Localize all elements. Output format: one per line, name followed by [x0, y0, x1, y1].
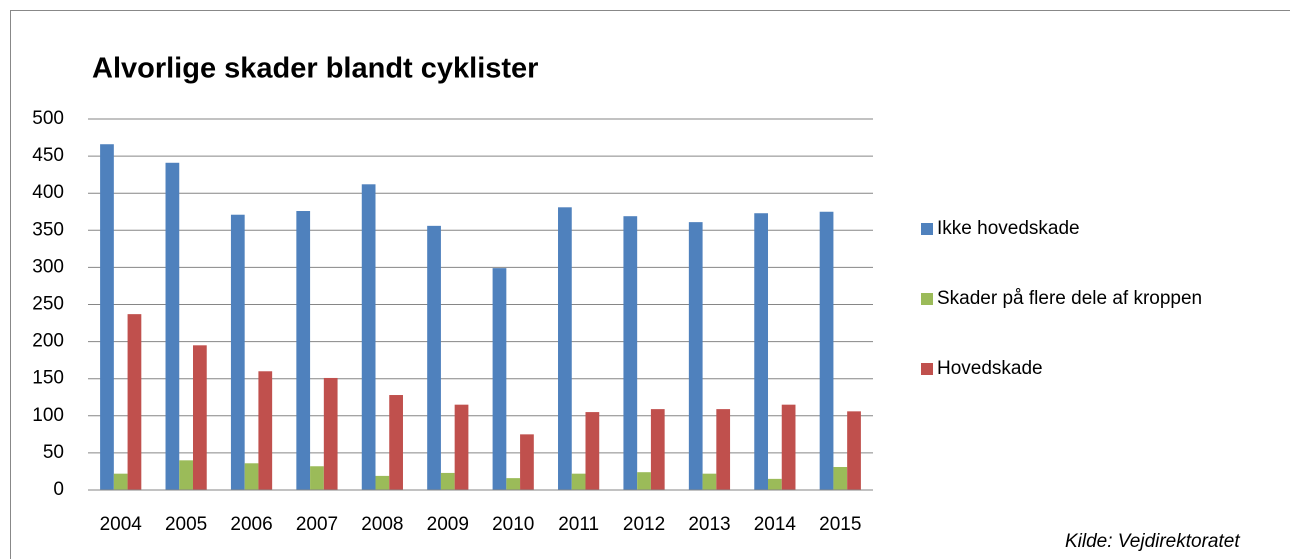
bar [558, 207, 572, 490]
y-tick-label: 0 [53, 479, 64, 500]
legend-label: Hovedskade [937, 358, 1043, 379]
x-tick-label: 2005 [165, 514, 207, 535]
y-tick-label: 500 [32, 108, 64, 129]
bar [454, 404, 469, 490]
bar [192, 345, 207, 490]
bar [781, 404, 796, 490]
bar [389, 395, 403, 490]
bar [716, 409, 731, 490]
x-tick-label: 2008 [361, 514, 403, 535]
y-tick-label: 250 [32, 294, 64, 315]
legend-label: Ikke hovedskade [937, 218, 1080, 239]
bar [819, 211, 834, 490]
bar [323, 377, 338, 490]
y-tick-label: 350 [32, 219, 64, 240]
bar [361, 184, 376, 490]
bar [230, 214, 245, 490]
bar [296, 211, 311, 490]
y-tick-label: 150 [32, 368, 64, 389]
bar [375, 475, 390, 490]
bar [520, 434, 534, 490]
x-tick-label: 2015 [819, 514, 861, 535]
bar [623, 216, 638, 490]
bar [506, 478, 521, 490]
source-note: Kilde: Vejdirektoratet [1065, 531, 1240, 552]
bar [650, 409, 665, 490]
bar [847, 411, 861, 490]
x-tick-label: 2010 [492, 514, 534, 535]
bar [768, 478, 782, 490]
x-tick-label: 2014 [754, 514, 797, 535]
legend-swatch [921, 223, 933, 235]
bar [165, 162, 180, 490]
x-tick-label: 2013 [688, 514, 730, 535]
bar [427, 225, 441, 490]
y-tick-label: 50 [43, 442, 64, 463]
bar [688, 222, 703, 490]
y-tick-label: 200 [32, 331, 64, 352]
bar [310, 466, 324, 490]
bar [258, 371, 273, 490]
y-tick-label: 450 [32, 145, 64, 166]
bar [637, 472, 651, 490]
chart-frame [10, 10, 1290, 559]
y-tick-label: 100 [32, 405, 64, 426]
x-tick-label: 2009 [427, 514, 469, 535]
bar [702, 473, 717, 490]
x-tick-label: 2011 [558, 514, 599, 535]
x-tick-label: 2007 [296, 514, 338, 535]
bar [571, 473, 586, 490]
bar [179, 460, 193, 490]
bar [585, 412, 600, 490]
bar [100, 144, 114, 490]
y-tick-label: 400 [32, 182, 64, 203]
chart-title: Alvorlige skader blandt cyklister [92, 53, 538, 85]
bar [492, 268, 507, 490]
legend-swatch [921, 293, 933, 305]
bar [440, 472, 455, 490]
y-tick-label: 300 [32, 256, 64, 277]
x-tick-label: 2004 [100, 514, 143, 535]
bar [244, 463, 259, 490]
bar [113, 473, 128, 490]
bar [127, 314, 142, 490]
bar [754, 213, 769, 490]
legend-label: Skader på flere dele af kroppen [937, 288, 1202, 309]
x-tick-label: 2006 [230, 514, 272, 535]
legend-swatch [921, 363, 933, 375]
x-tick-label: 2012 [623, 514, 665, 535]
bar [833, 466, 848, 490]
